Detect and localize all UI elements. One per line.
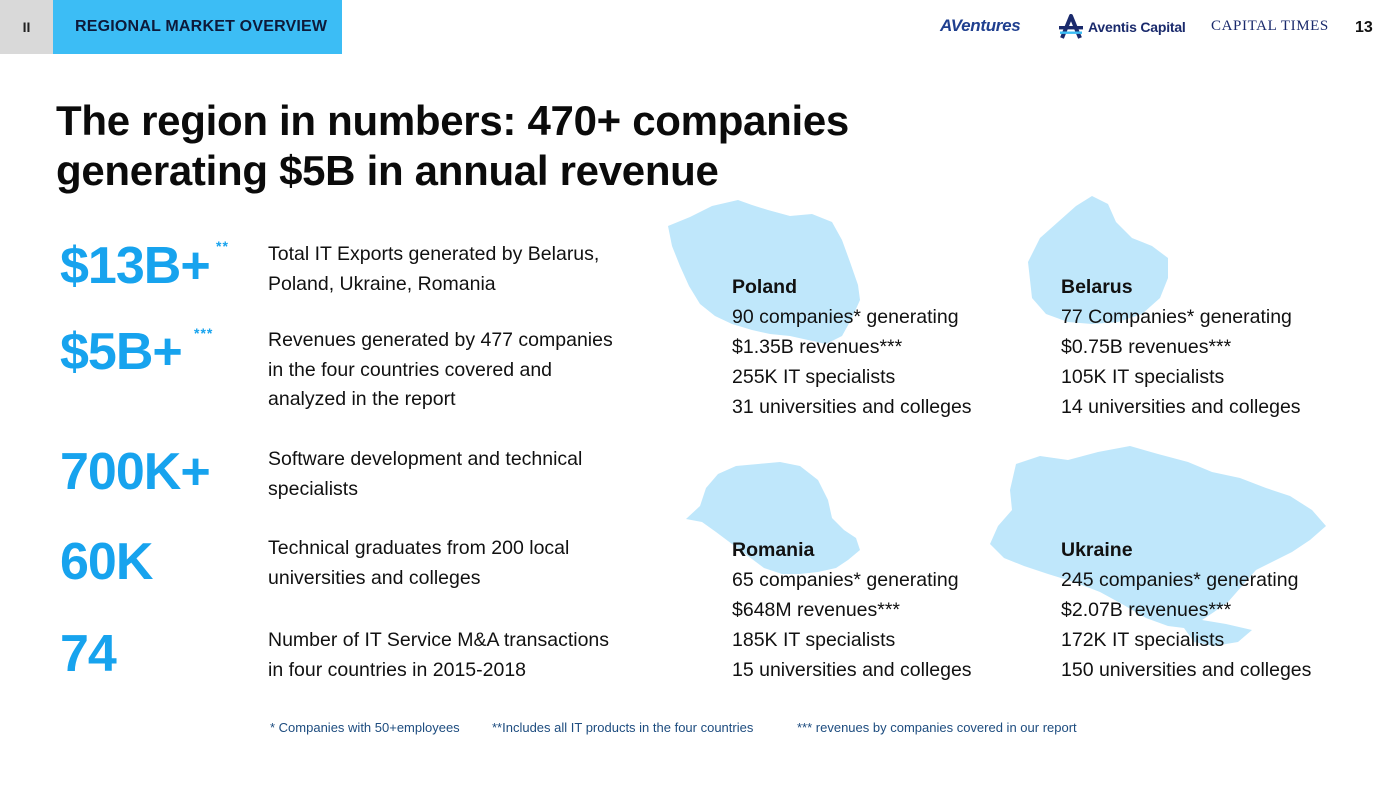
country-specialists: 105K IT specialists [1061,366,1225,388]
stat-desc-line: universities and colleges [268,566,481,589]
stat-value-exports-text: $13B+ [60,237,211,295]
country-revenue: $0.75B revenues*** [1061,336,1232,358]
footnote-revenues: *** revenues by companies covered in our… [797,720,1077,735]
stat-value-transactions-text: 74 [60,625,117,683]
aventis-logo-text: Aventis Capital [1088,19,1186,35]
country-universities: 31 universities and colleges [732,396,972,418]
footnote-it-products: **Includes all IT products in the four c… [492,720,754,735]
page-title: The region in numbers: 470+ companies ge… [56,96,956,196]
belarus-map-shape [1028,196,1168,324]
country-name: Romania [732,539,815,561]
country-companies: 90 companies* generating [732,306,959,328]
country-name: Ukraine [1061,539,1133,561]
country-revenue: $2.07B revenues*** [1061,599,1232,621]
page-number: 13 [1355,19,1373,36]
stat-desc-line: specialists [268,477,358,500]
country-companies: 77 Companies* generating [1061,306,1292,328]
poland-map-shape [668,200,860,344]
footnote-companies: * Companies with 50+employees [270,720,460,735]
stat-desc-line: Total IT Exports generated by Belarus, [268,243,600,265]
country-name: Belarus [1061,276,1133,298]
stat-desc-revenues: Revenues generated by 477 companies in t… [268,326,668,415]
stat-value-graduates-text: 60K [60,533,153,591]
country-specialists: 172K IT specialists [1061,629,1225,651]
stat-desc-line: Software development and technical [268,448,583,470]
stat-desc-graduates: Technical graduates from 200 local unive… [268,534,668,593]
stat-desc-exports: Total IT Exports generated by Belarus, P… [268,240,668,299]
stat-footnote-mark: ** [216,238,229,254]
aventis-mark-icon [1059,14,1083,39]
stat-value-specialists-text: 700K+ [60,443,211,501]
title-line-1: The region in numbers: 470+ companies [56,97,849,144]
ukraine-map-shape [990,446,1326,646]
country-universities: 15 universities and colleges [732,659,972,681]
stat-value-graduates: 60K [60,532,153,592]
country-revenue: $648M revenues*** [732,599,901,621]
country-universities: 150 universities and colleges [1061,659,1312,681]
stat-desc-line: Technical graduates from 200 local [268,537,570,559]
country-specialists: 255K IT specialists [732,366,896,388]
stat-desc-line: analyzed in the report [268,388,456,410]
stat-value-transactions: 74 [60,624,117,684]
capital-times-logo: CAPITAL TIMES [1211,18,1329,34]
stat-footnote-mark: *** [194,325,214,341]
stat-desc-line: Poland, Ukraine, Romania [268,272,496,295]
aventures-logo-text: AVentures [940,16,1021,35]
country-universities: 14 universities and colleges [1061,396,1301,418]
stat-desc-line: in the four countries covered and [268,358,553,381]
country-card-poland: Poland 90 companies* generating $1.35B r… [732,272,972,422]
stat-value-specialists: 700K+ [60,442,211,502]
stat-desc-specialists: Software development and technical speci… [268,445,668,504]
country-companies: 65 companies* generating [732,569,959,591]
country-specialists: 185K IT specialists [732,629,896,651]
stat-value-revenues-text: $5B+ [60,323,183,381]
aventures-logo: AVentures [940,16,1021,36]
stat-desc-line: Revenues generated by 477 companies [268,329,613,351]
romania-map-shape [686,462,860,574]
stat-desc-line: in four countries in 2015-2018 [268,658,527,681]
stat-desc-transactions: Number of IT Service M&A transactions in… [268,626,668,685]
stat-value-exports: $13B+ [60,236,211,296]
aventis-capital-logo: Aventis Capital [1058,14,1186,40]
stat-value-revenues: $5B+ [60,322,183,382]
country-card-ukraine: Ukraine 245 companies* generating $2.07B… [1061,535,1311,685]
country-companies: 245 companies* generating [1061,569,1299,591]
country-name: Poland [732,276,798,298]
stat-desc-line: Number of IT Service M&A transactions [268,629,610,651]
country-card-romania: Romania 65 companies* generating $648M r… [732,535,972,685]
section-title-tab: REGIONAL MARKET OVERVIEW [53,0,342,54]
country-card-belarus: Belarus 77 Companies* generating $0.75B … [1061,272,1301,422]
title-line-2: generating $5B in annual revenue [56,147,719,194]
country-revenue: $1.35B revenues*** [732,336,903,358]
section-number: II [0,0,53,54]
